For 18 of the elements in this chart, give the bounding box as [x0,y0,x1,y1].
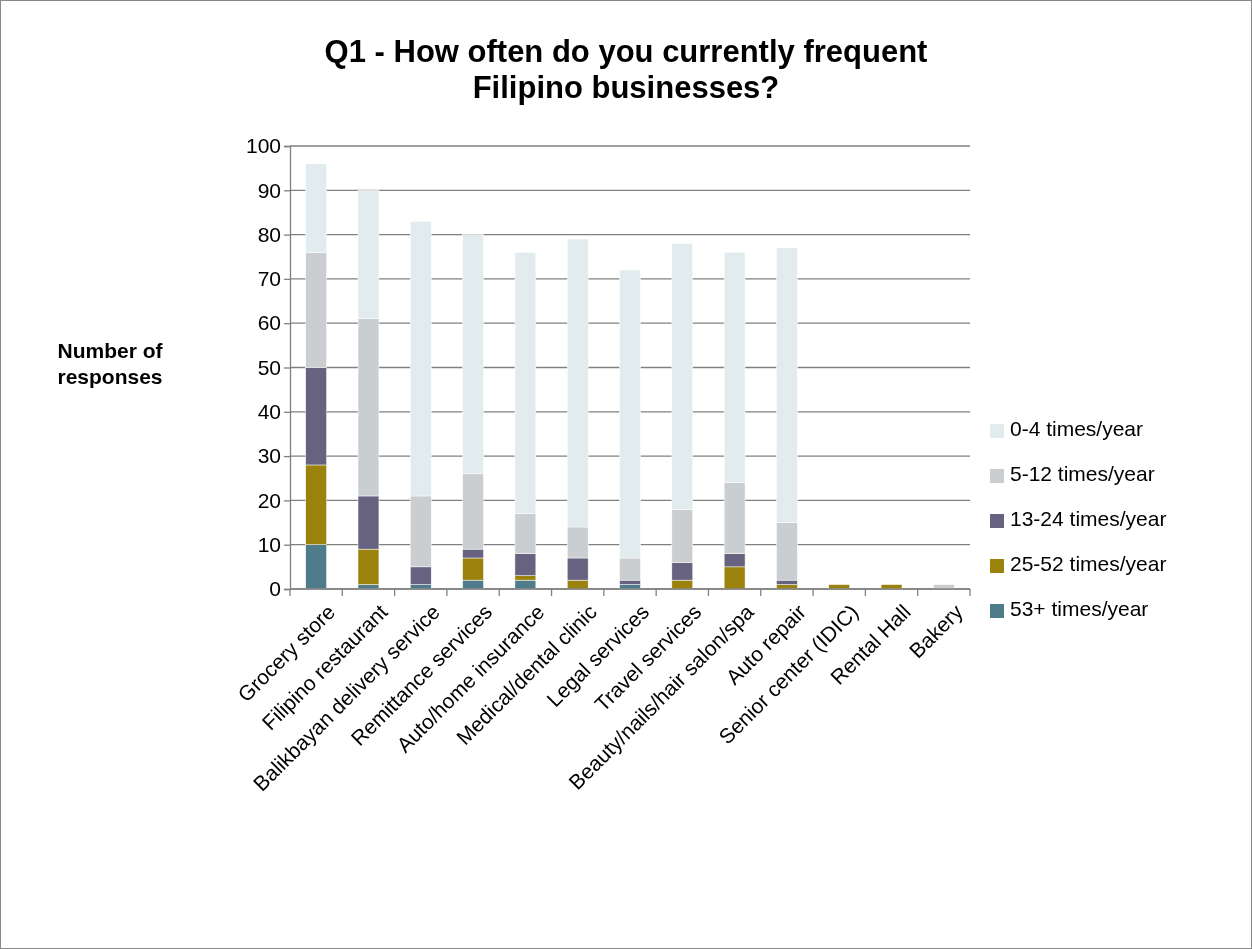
y-tick-label: 90 [257,178,281,202]
y-tick-label: 50 [257,355,281,379]
legend-label: 5-12 times/year [1010,462,1155,485]
legend-label: 0-4 times/year [1010,417,1144,440]
y-tick-label: 0 [269,577,281,601]
y-tick-label: 30 [257,444,281,468]
y-axis-title: Number of responses [57,339,164,388]
legend-label: 25-52 times/year [1010,552,1167,575]
y-tick-label: 80 [257,222,281,246]
y-tick-label: 70 [257,267,281,291]
y-tick-label: 40 [257,400,281,424]
y-tick-label: 60 [257,311,281,335]
y-tick-label: 20 [257,488,281,512]
chart-title: Q1 - How often do you currently frequent Filipino businesses? [324,34,928,105]
y-tick-label: 100 [245,134,281,158]
y-tick-label: 10 [257,532,281,556]
legend-label: 53+ times/year [1010,597,1149,620]
legend-label: 13-24 times/year [1010,507,1167,530]
